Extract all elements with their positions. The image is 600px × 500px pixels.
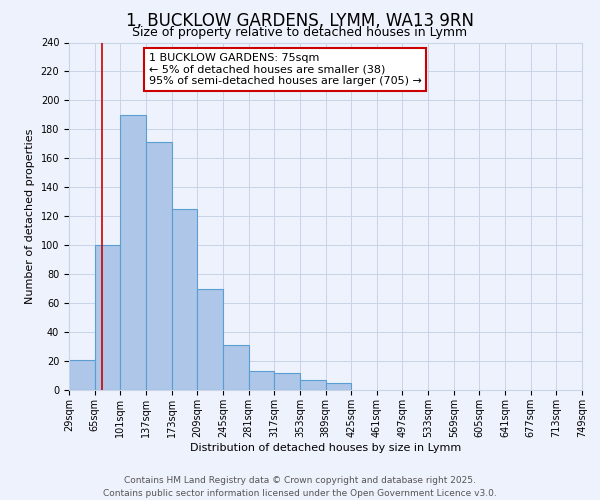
- Bar: [223, 345, 248, 390]
- Bar: [300, 380, 325, 390]
- Text: 1 BUCKLOW GARDENS: 75sqm
← 5% of detached houses are smaller (38)
95% of semi-de: 1 BUCKLOW GARDENS: 75sqm ← 5% of detache…: [149, 53, 421, 86]
- Y-axis label: Number of detached properties: Number of detached properties: [25, 128, 35, 304]
- Bar: [69, 360, 95, 390]
- Text: Contains HM Land Registry data © Crown copyright and database right 2025.
Contai: Contains HM Land Registry data © Crown c…: [103, 476, 497, 498]
- Bar: [248, 371, 274, 390]
- Bar: [146, 142, 172, 390]
- Text: 1, BUCKLOW GARDENS, LYMM, WA13 9RN: 1, BUCKLOW GARDENS, LYMM, WA13 9RN: [126, 12, 474, 30]
- Text: Size of property relative to detached houses in Lymm: Size of property relative to detached ho…: [133, 26, 467, 39]
- Bar: [197, 288, 223, 390]
- Bar: [274, 372, 300, 390]
- Bar: [95, 245, 121, 390]
- X-axis label: Distribution of detached houses by size in Lymm: Distribution of detached houses by size …: [190, 442, 461, 452]
- Bar: [121, 115, 146, 390]
- Bar: [325, 383, 351, 390]
- Bar: [172, 209, 197, 390]
